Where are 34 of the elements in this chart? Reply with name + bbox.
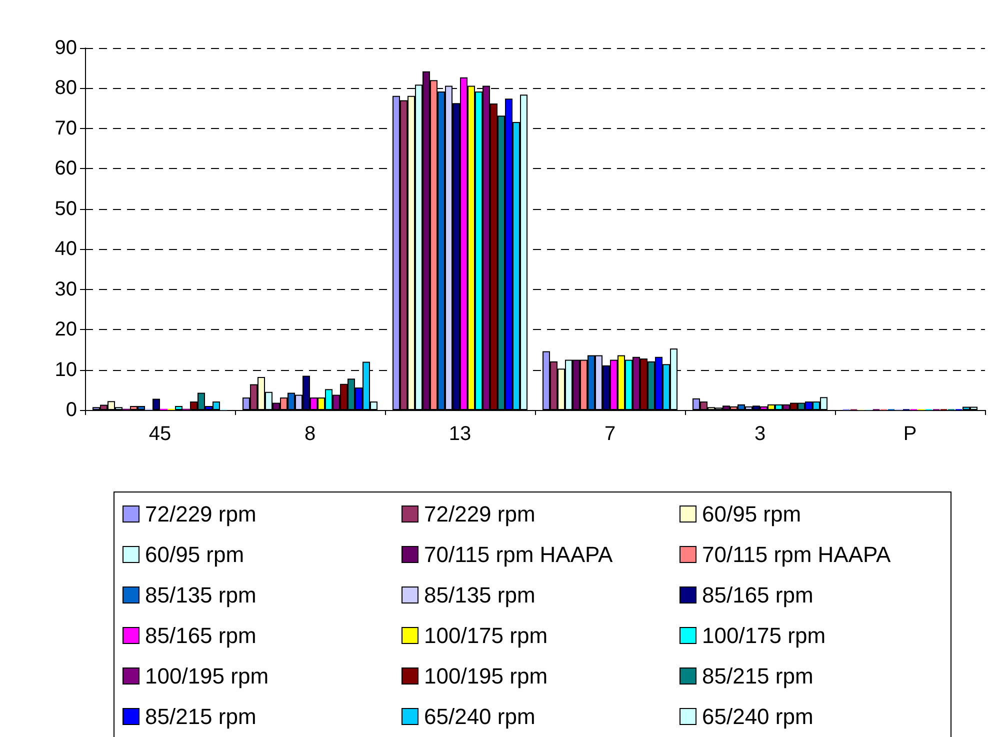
legend-label: 85/135 rpm bbox=[424, 582, 536, 608]
legend-label: 100/195 rpm bbox=[145, 664, 269, 688]
y-tick-label: 0 bbox=[66, 399, 77, 421]
legend-label: 60/95 rpm bbox=[702, 502, 802, 526]
legend-label: 85/135 rpm bbox=[145, 582, 256, 608]
legend-label: 100/175 rpm bbox=[424, 623, 548, 648]
legend-label: 65/240 rpm bbox=[424, 704, 536, 729]
legend-label: 65/240 rpm bbox=[702, 704, 814, 729]
x-tick-label: 3 bbox=[754, 423, 766, 445]
legend-label: 85/215 rpm bbox=[145, 704, 256, 729]
y-tick-label: 60 bbox=[54, 158, 77, 180]
y-tick-label: 10 bbox=[54, 358, 77, 381]
y-tick-label: 50 bbox=[54, 198, 77, 220]
x-tick-label: 13 bbox=[448, 423, 472, 445]
legend-label: 70/115 rpm HAAPA bbox=[424, 542, 614, 567]
y-tick-label: 90 bbox=[54, 37, 77, 59]
x-tick-label: 7 bbox=[604, 423, 616, 445]
y-tick-label: 30 bbox=[54, 278, 77, 300]
x-tick-label: 45 bbox=[148, 423, 172, 445]
legend-label: 100/175 rpm bbox=[702, 623, 826, 648]
legend-label: 85/215 rpm bbox=[702, 664, 814, 688]
legend-label: 85/165 rpm bbox=[702, 582, 814, 608]
y-tick-label: 80 bbox=[54, 77, 77, 100]
legend-label: 85/165 rpm bbox=[145, 623, 256, 648]
legend-label: 60/95 rpm bbox=[145, 542, 244, 567]
y-tick-label: 70 bbox=[54, 117, 77, 140]
legend-label: 72/229 rpm bbox=[424, 502, 536, 526]
x-tick-label: P bbox=[903, 423, 917, 445]
y-tick-label: 40 bbox=[54, 238, 77, 260]
legend-label: 70/115 rpm HAAPA bbox=[702, 542, 892, 567]
x-tick-label: 8 bbox=[304, 423, 316, 445]
y-tick-label: 20 bbox=[54, 318, 77, 341]
legend-label: 100/195 rpm bbox=[424, 664, 548, 688]
legend-label: 72/229 rpm bbox=[145, 502, 256, 526]
